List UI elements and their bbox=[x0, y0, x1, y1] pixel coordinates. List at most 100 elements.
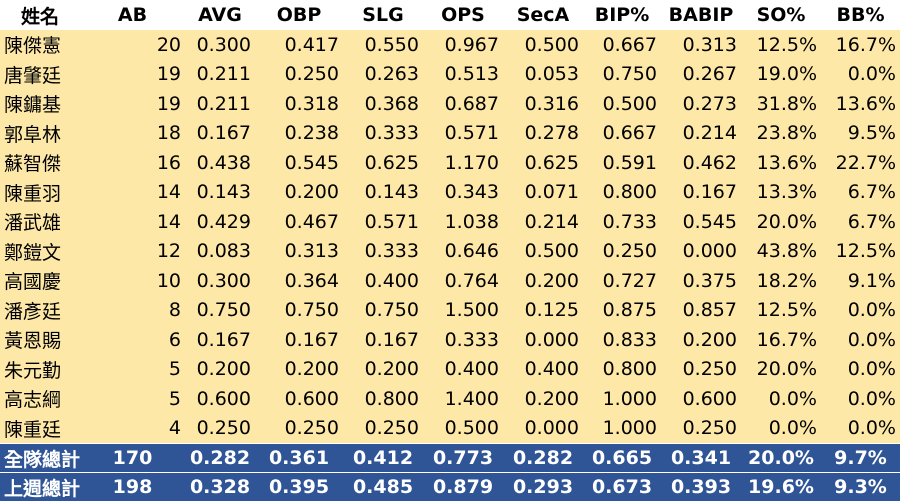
stat-cell: 0.667 bbox=[583, 118, 661, 148]
total-cell: 0.293 bbox=[503, 472, 583, 501]
stat-cell: 0.200 bbox=[255, 177, 343, 207]
stat-cell: 0.267 bbox=[661, 59, 741, 89]
stat-cell: 0.545 bbox=[661, 207, 741, 237]
stat-cell: 0.300 bbox=[185, 266, 255, 296]
stat-cell: 16.7% bbox=[821, 30, 900, 60]
stat-cell: 22.7% bbox=[821, 148, 900, 178]
stat-cell: 31.8% bbox=[741, 89, 821, 119]
stat-cell: 9.1% bbox=[821, 266, 900, 296]
stat-cell: 14 bbox=[80, 207, 185, 237]
stat-cell: 0.800 bbox=[343, 384, 423, 414]
stat-cell: 0.500 bbox=[503, 30, 583, 60]
total-row: 上週總計 198 0.328 0.395 0.485 0.879 0.293 0.673 0.3… bbox=[0, 472, 900, 501]
stat-cell: 0.500 bbox=[583, 89, 661, 119]
total-cell: 0.395 bbox=[255, 472, 343, 501]
stat-cell: 6.7% bbox=[821, 207, 900, 237]
stat-cell: 12.5% bbox=[821, 236, 900, 266]
stat-cell: 0.167 bbox=[255, 325, 343, 355]
table-header: 姓名 AB AVG OBP SLG OPS SecA BIP% BABIP SO% BB% bbox=[0, 0, 900, 30]
stat-cell: 20 bbox=[80, 30, 185, 60]
stat-cell: 0.167 bbox=[343, 325, 423, 355]
player-name: 蘇智傑 bbox=[0, 148, 80, 178]
stat-cell: 1.400 bbox=[423, 384, 503, 414]
stat-cell: 0.167 bbox=[185, 325, 255, 355]
total-cell: 0.282 bbox=[185, 443, 255, 473]
stat-cell: 0.333 bbox=[343, 236, 423, 266]
stat-cell: 0.400 bbox=[343, 266, 423, 296]
stat-cell: 43.8% bbox=[741, 236, 821, 266]
player-row: 潘彥廷 8 0.750 0.750 0.750 1.500 0.125 0.875 0.857 1… bbox=[0, 295, 900, 325]
player-name: 朱元勤 bbox=[0, 354, 80, 384]
stat-cell: 0.800 bbox=[583, 177, 661, 207]
stat-cell: 0.313 bbox=[661, 30, 741, 60]
stat-cell: 12 bbox=[80, 236, 185, 266]
stat-cell: 0.200 bbox=[343, 354, 423, 384]
player-name: 陳重廷 bbox=[0, 413, 80, 444]
stat-cell: 13.6% bbox=[821, 89, 900, 119]
player-row: 潘武雄 14 0.429 0.467 0.571 1.038 0.214 0.733 0.545… bbox=[0, 207, 900, 237]
header-cell: 姓名 bbox=[0, 0, 80, 30]
stat-cell: 0.550 bbox=[343, 30, 423, 60]
stat-cell: 0.0% bbox=[821, 325, 900, 355]
stat-cell: 0.250 bbox=[343, 413, 423, 444]
stat-cell: 0.545 bbox=[255, 148, 343, 178]
header-cell: AB bbox=[80, 0, 185, 30]
header-cell: SLG bbox=[343, 0, 423, 30]
stat-cell: 16.7% bbox=[741, 325, 821, 355]
stat-cell: 1.000 bbox=[583, 413, 661, 444]
stat-cell: 0.750 bbox=[255, 295, 343, 325]
total-cell: 20.0% bbox=[741, 443, 821, 473]
stat-cell: 0.462 bbox=[661, 148, 741, 178]
stat-cell: 0.083 bbox=[185, 236, 255, 266]
stat-cell: 0.214 bbox=[661, 118, 741, 148]
stat-cell: 0.571 bbox=[423, 118, 503, 148]
stat-cell: 0.364 bbox=[255, 266, 343, 296]
stat-cell: 0.167 bbox=[661, 177, 741, 207]
stat-cell: 0.0% bbox=[821, 413, 900, 444]
stat-cell: 0.250 bbox=[185, 413, 255, 444]
stat-cell: 0.667 bbox=[583, 30, 661, 60]
stat-cell: 5 bbox=[80, 384, 185, 414]
header-cell: SO% bbox=[741, 0, 821, 30]
player-row: 陳重廷 4 0.250 0.250 0.250 0.500 0.000 1.000 0.250 0… bbox=[0, 413, 900, 444]
player-row: 陳傑憲 20 0.300 0.417 0.550 0.967 0.500 0.667 0.313… bbox=[0, 30, 900, 60]
stat-cell: 0.278 bbox=[503, 118, 583, 148]
stat-cell: 0.513 bbox=[423, 59, 503, 89]
stat-cell: 20.0% bbox=[741, 207, 821, 237]
header-cell: BABIP bbox=[661, 0, 741, 30]
total-cell: 9.3% bbox=[821, 472, 900, 501]
stat-cell: 0.625 bbox=[343, 148, 423, 178]
stat-cell: 0.313 bbox=[255, 236, 343, 266]
player-row: 高國慶 10 0.300 0.364 0.400 0.764 0.200 0.727 0.375… bbox=[0, 266, 900, 296]
total-cell: 0.665 bbox=[583, 443, 661, 473]
player-name: 高志綱 bbox=[0, 384, 80, 414]
stat-cell: 0.0% bbox=[741, 384, 821, 414]
stat-cell: 19.0% bbox=[741, 59, 821, 89]
stat-cell: 0.0% bbox=[821, 295, 900, 325]
stat-cell: 0.300 bbox=[185, 30, 255, 60]
table-footer: 全隊總計 170 0.282 0.361 0.412 0.773 0.282 0.665 0.3… bbox=[0, 443, 900, 501]
stat-cell: 8 bbox=[80, 295, 185, 325]
stat-cell: 0.250 bbox=[255, 413, 343, 444]
stat-cell: 0.333 bbox=[343, 118, 423, 148]
player-row: 鄭鎧文 12 0.083 0.313 0.333 0.646 0.500 0.250 0.000… bbox=[0, 236, 900, 266]
player-row: 蘇智傑 16 0.438 0.545 0.625 1.170 0.625 0.591 0.462… bbox=[0, 148, 900, 178]
stat-cell: 23.8% bbox=[741, 118, 821, 148]
header-cell: AVG bbox=[185, 0, 255, 30]
total-cell: 0.341 bbox=[661, 443, 741, 473]
player-name: 上週總計 bbox=[0, 472, 80, 501]
stat-cell: 0.200 bbox=[503, 384, 583, 414]
stat-cell: 0.053 bbox=[503, 59, 583, 89]
stat-cell: 0.0% bbox=[821, 354, 900, 384]
stat-cell: 1.500 bbox=[423, 295, 503, 325]
stat-cell: 0.071 bbox=[503, 177, 583, 207]
stat-cell: 0.591 bbox=[583, 148, 661, 178]
player-name: 陳傑憲 bbox=[0, 30, 80, 60]
stat-cell: 0.727 bbox=[583, 266, 661, 296]
player-name: 郭阜林 bbox=[0, 118, 80, 148]
stat-cell: 0.833 bbox=[583, 325, 661, 355]
stat-cell: 0.273 bbox=[661, 89, 741, 119]
stat-cell: 6.7% bbox=[821, 177, 900, 207]
total-cell: 170 bbox=[80, 443, 185, 473]
